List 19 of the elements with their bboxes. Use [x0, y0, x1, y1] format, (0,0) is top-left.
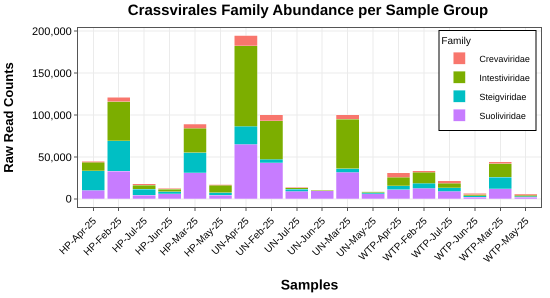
bar: [362, 194, 385, 199]
y-tick-label: 150,000: [32, 68, 72, 80]
y-tick-label: 0: [66, 194, 72, 206]
bar: [285, 191, 308, 199]
chart-title: Crassvirales Family Abundance per Sample Group: [128, 2, 488, 19]
y-axis-title: Raw Read Counts: [0, 62, 16, 173]
legend-label: Crevaviridae: [479, 54, 530, 64]
bar: [260, 162, 283, 199]
legend-label: Intestiviridae: [479, 72, 530, 83]
legend-title: Family: [441, 36, 471, 47]
legend-label: Steigviridae: [479, 92, 526, 102]
x-axis-title: Samples: [280, 276, 339, 293]
bar: [310, 190, 334, 199]
bar: [132, 189, 156, 196]
legend-label: Suoliviridae: [479, 110, 526, 121]
bar: [336, 172, 360, 199]
y-tick-label: 200,000: [32, 26, 72, 38]
y-tick-label: 100,000: [32, 110, 72, 122]
y-tick-label: 50,000: [38, 152, 72, 164]
